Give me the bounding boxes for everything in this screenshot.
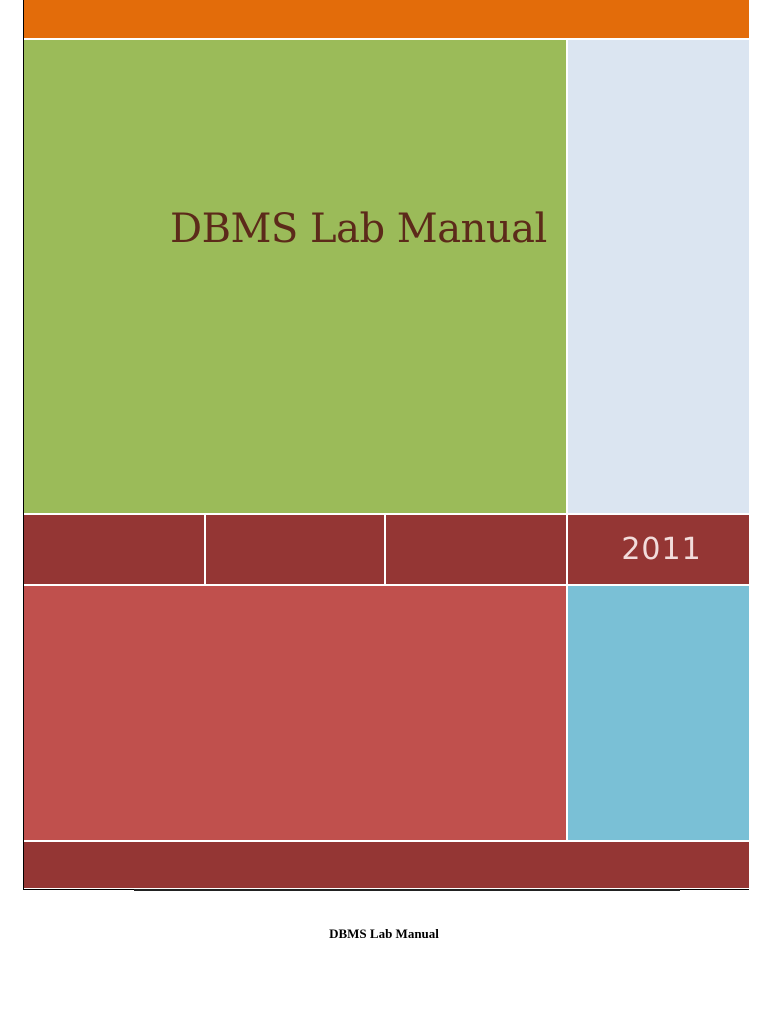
bottom-band [24,842,749,888]
cover-underline [134,889,680,891]
page-footer: DBMS Lab Manual [329,926,439,941]
year-cell: 2011 [568,515,749,584]
band-cell-2 [206,515,384,584]
band-cell-3 [386,515,566,584]
band-cell-1 [24,515,204,584]
cover-year: 2011 [621,532,702,567]
lower-side-block [568,586,749,840]
title-block [24,40,566,513]
lower-block [24,586,566,840]
cover-title: DBMS Lab Manual [170,206,547,252]
top-band [24,0,749,38]
side-panel [568,40,749,513]
